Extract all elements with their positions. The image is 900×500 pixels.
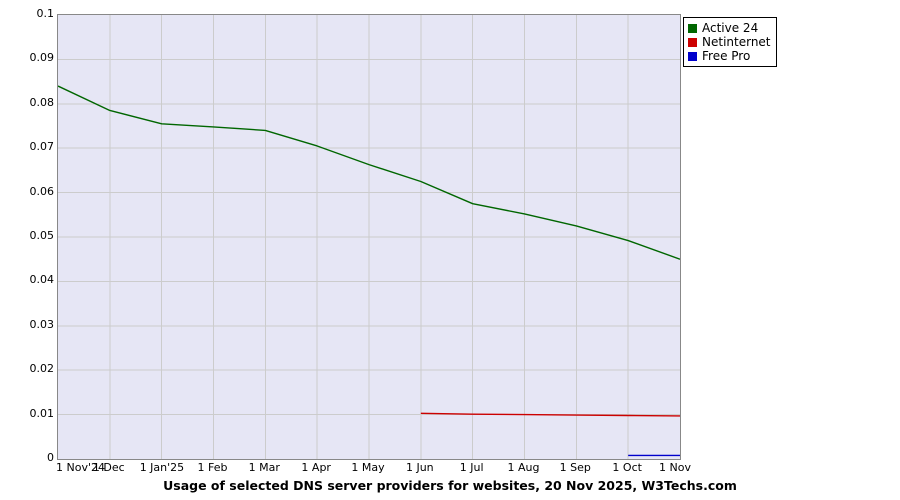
grid-lines xyxy=(58,15,680,459)
legend-color-swatch xyxy=(688,23,697,33)
chart-caption: Usage of selected DNS server providers f… xyxy=(163,478,737,493)
x-tick-label: 1 Jun xyxy=(405,461,434,474)
legend-item-label: Netinternet xyxy=(702,34,771,49)
x-tick-label: 1 Nov'24 xyxy=(56,461,105,474)
y-tick-label: 0.07 xyxy=(29,140,55,154)
legend-color-swatch xyxy=(688,51,697,61)
legend-item: Netinternet xyxy=(688,35,771,49)
y-tick-label: 0.01 xyxy=(29,406,55,420)
y-axis: 0 0.01 0.02 0.03 0.04 0.05 0.06 0.07 0.08 0.09 0.1 xyxy=(0,0,55,470)
y-tick-label: 0.03 xyxy=(29,317,55,331)
legend-item-label: Free Pro xyxy=(702,48,751,63)
legend-item: Free Pro xyxy=(688,49,771,63)
y-tick-label: 0.05 xyxy=(29,229,55,242)
x-tick-label: 1 Sep xyxy=(559,461,591,474)
x-tick-label: 1 Feb xyxy=(197,461,228,474)
y-tick-label: 0.06 xyxy=(29,184,55,198)
plot-area xyxy=(57,14,681,460)
x-tick-label: 1 Oct xyxy=(612,461,642,474)
legend-color-swatch xyxy=(688,37,697,47)
x-tick-label: 1 May xyxy=(351,461,385,474)
y-tick-label: 0 xyxy=(47,451,54,464)
x-tick-label: 1 Jul xyxy=(459,461,484,474)
x-axis: 1 Nov'24 1 Dec 1 Jan'25 1 Feb 1 Mar 1 Apr 1 Ma… xyxy=(0,462,900,478)
legend-item-label: Active 24 xyxy=(702,20,759,35)
legend-item: Active 24 xyxy=(688,21,771,35)
series-lines xyxy=(58,85,680,457)
y-tick-label: 0.1 xyxy=(36,7,55,20)
y-tick-label: 0.09 xyxy=(29,51,55,65)
x-tick-label: 1 Mar xyxy=(248,461,280,474)
y-tick-label: 0.04 xyxy=(29,273,55,287)
x-tick-label: 1 Dec xyxy=(92,461,125,474)
y-tick-label: 0.08 xyxy=(29,95,55,109)
y-tick-label: 0.02 xyxy=(29,362,55,376)
x-tick-label: 1 Nov xyxy=(659,461,691,474)
x-tick-label: 1 Apr xyxy=(301,461,331,474)
x-tick-label: 1 Jan'25 xyxy=(139,461,185,474)
chart-legend: Active 24 Netinternet Free Pro xyxy=(683,17,777,67)
x-tick-label: 1 Aug xyxy=(507,461,540,474)
